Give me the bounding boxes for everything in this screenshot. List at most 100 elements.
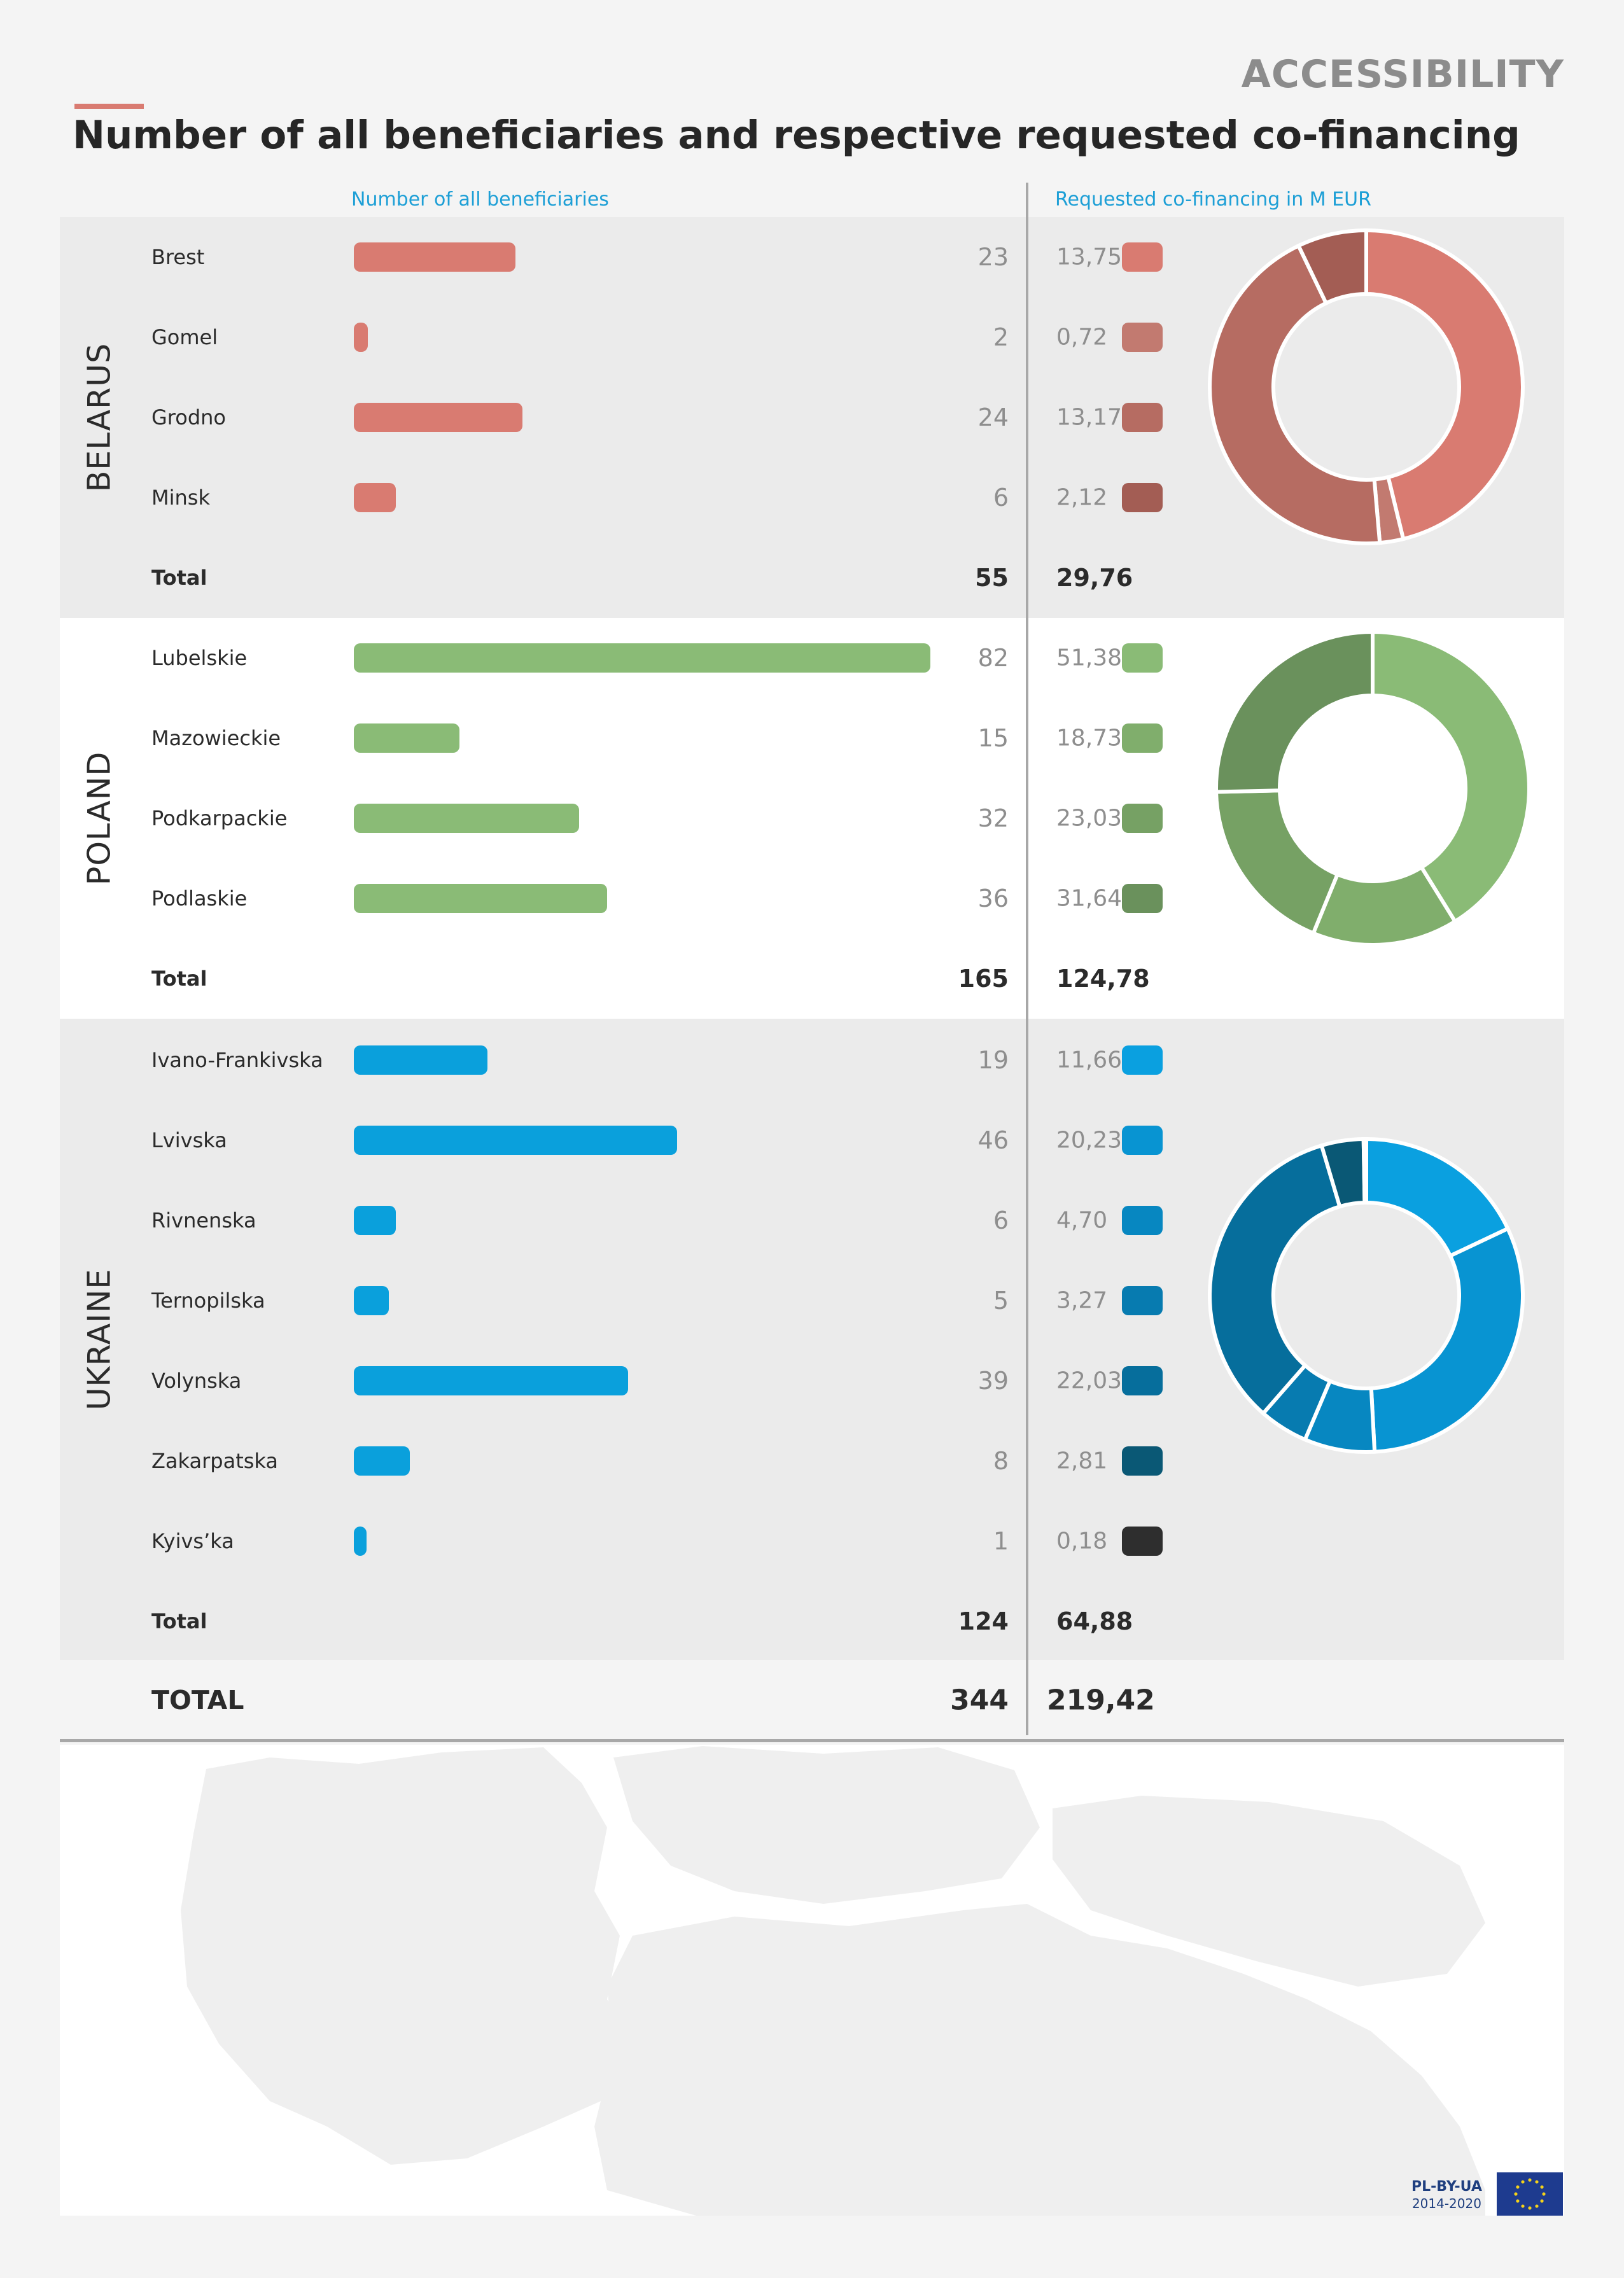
beneficiaries-value: 19 [977,1046,1009,1074]
cofinancing-swatch [1122,1126,1163,1155]
cofinancing-swatch [1122,323,1163,352]
page-title: Number of all beneficiaries and respecti… [73,113,1520,158]
donut-slice [1369,1226,1525,1454]
cofinancing-value: 51,38 [1056,645,1123,671]
donut-slice [1214,629,1375,794]
cofinancing-value: 18,73 [1056,725,1123,751]
region-label: Gomel [151,325,218,349]
beneficiaries-bar [354,1527,367,1556]
donut-slice [1361,1136,1368,1205]
page-label: ACCESSIBILITY [1241,52,1564,97]
beneficiaries-bar [354,403,523,432]
program-years: 2014-2020 [1411,2196,1481,2211]
cofinancing-swatch [1122,1286,1163,1315]
region-label: Brest [151,245,205,269]
region-label: Lubelskie [151,646,248,670]
region-label: Podlaskie [151,886,248,911]
beneficiaries-value: 1 [993,1527,1009,1555]
cofinancing-swatch [1122,483,1163,512]
program-logo: PL-BY-UA 2014-2020 [1411,2179,1482,2212]
region-label: Kyivs’ka [151,1529,234,1553]
donut-slice [1364,228,1525,542]
eu-star-icon [1514,2192,1518,2196]
cofinancing-column-header: Requested co-financing in M EUR [1055,188,1371,211]
bottom-rule [60,1739,1564,1742]
cofinancing-value: 11,66 [1056,1047,1123,1073]
beneficiaries-value: 5 [993,1287,1009,1315]
region-label: Mazowieckie [151,726,281,750]
column-divider [1026,183,1028,1735]
group-total-cofinancing: 29,76 [1056,564,1133,592]
cofinancing-value: 2,12 [1056,484,1108,511]
poland-donut-chart [1214,629,1531,947]
eu-star-icon [1535,2204,1539,2208]
eu-star-icon [1528,2206,1532,2210]
cofinancing-value: 4,70 [1056,1207,1108,1234]
beneficiaries-value: 6 [993,484,1009,512]
beneficiaries-value: 8 [993,1447,1009,1475]
eu-star-icon [1540,2185,1544,2189]
beneficiaries-bar [354,242,516,272]
group-total-label: Total [151,1609,207,1633]
beneficiaries-bar [354,1286,389,1315]
grand-total-cofinancing: 219,42 [1047,1684,1155,1717]
program-name: PL-BY-UA [1411,2179,1482,2195]
beneficiaries-value: 6 [993,1206,1009,1234]
cofinancing-swatch [1122,242,1163,272]
beneficiaries-bar [354,323,368,352]
cofinancing-swatch [1122,804,1163,833]
beneficiaries-bar [354,643,930,673]
beneficiaries-bar [354,1045,487,1075]
donut-slice [1296,228,1368,306]
group-total-beneficiaries: 165 [958,965,1009,993]
beneficiaries-value: 32 [977,804,1009,832]
cofinancing-value: 2,81 [1056,1448,1108,1474]
eu-star-icon [1540,2199,1544,2203]
group-total-cofinancing: 64,88 [1056,1607,1133,1635]
cofinancing-swatch [1122,1206,1163,1235]
eu-flag-icon [1497,2172,1563,2216]
beneficiaries-bar [354,483,396,512]
ukraine-section [60,1019,1564,1660]
cofinancing-swatch [1122,643,1163,673]
group-total-label: Total [151,566,207,590]
beneficiaries-bar [354,804,579,833]
cofinancing-value: 13,75 [1056,244,1123,270]
beneficiaries-value: 23 [977,243,1009,271]
beneficiaries-value: 24 [977,403,1009,431]
eu-star-icon [1516,2199,1520,2203]
cofinancing-swatch [1122,1366,1163,1395]
region-label: Rivnenska [151,1208,256,1233]
poland-country-label: POLAND [81,751,118,886]
beneficiaries-column-header: Number of all beneficiaries [351,188,609,211]
cofinancing-value: 20,23 [1056,1127,1123,1154]
map-background [60,1745,1564,2216]
beneficiaries-value: 82 [977,644,1009,672]
eu-star-icon [1521,2204,1525,2208]
cofinancing-swatch [1122,403,1163,432]
belarus-donut-chart [1208,228,1525,545]
beneficiaries-bar [354,1126,678,1155]
grand-total-label: TOTAL [151,1685,244,1715]
region-label: Zakarpatska [151,1449,278,1473]
group-total-beneficiaries: 124 [958,1607,1009,1635]
region-label: Lvivska [151,1128,227,1152]
beneficiaries-value: 15 [977,724,1009,752]
donut-slice [1208,243,1382,545]
group-total-beneficiaries: 55 [975,564,1009,592]
ukraine-country-label: UKRAINE [81,1268,118,1411]
region-label: Ternopilska [151,1289,265,1313]
donut-slice [1208,1143,1343,1416]
region-label: Minsk [151,486,210,510]
cofinancing-swatch [1122,723,1163,753]
cofinancing-value: 22,03 [1056,1367,1123,1394]
cofinancing-value: 0,18 [1056,1528,1108,1555]
cofinancing-value: 23,03 [1056,805,1123,832]
ukraine-donut-chart [1208,1136,1525,1454]
beneficiaries-value: 36 [977,884,1009,912]
region-map-graphic [181,1746,1485,2216]
beneficiaries-value: 2 [993,323,1009,351]
cofinancing-value: 13,17 [1056,404,1123,431]
cofinancing-swatch [1122,1446,1163,1476]
cofinancing-value: 0,72 [1056,324,1108,351]
